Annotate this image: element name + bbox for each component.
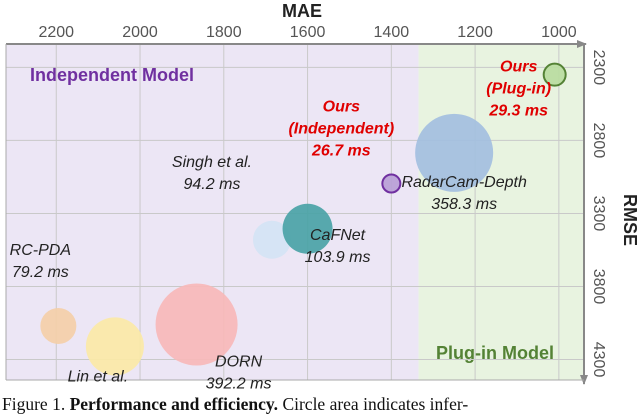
x-tick-label: 1600 bbox=[290, 24, 326, 41]
x-tick-label: 1800 bbox=[206, 24, 242, 41]
label-name: Singh et al. bbox=[172, 154, 252, 171]
label-time: 392.2 ms bbox=[206, 375, 272, 392]
point-ours-plug-in bbox=[542, 62, 567, 87]
y-tick-label: 3300 bbox=[590, 196, 607, 232]
label-name: Lin et al. bbox=[68, 368, 128, 385]
label-lin-et-al: Lin et al. 117.6 ms bbox=[66, 368, 131, 392]
point-dorn bbox=[155, 283, 238, 366]
caption-rest: Circle area indicates infer- bbox=[278, 394, 469, 414]
label-radarcam-depth: RadarCam-Depth 358.3 ms bbox=[401, 174, 526, 213]
label-singh-et-al: Singh et al. 94.2 ms bbox=[172, 154, 252, 193]
x-tick-label: 1400 bbox=[374, 24, 410, 41]
region-label-independent: Independent Model bbox=[30, 65, 194, 85]
label-name: RC-PDA bbox=[10, 242, 71, 259]
figure-caption: Figure 1. Performance and efficiency. Ci… bbox=[2, 394, 640, 415]
label-time: 26.7 ms bbox=[311, 143, 371, 160]
x-tick-label: 2200 bbox=[38, 24, 74, 41]
y-tick-label: 3800 bbox=[590, 269, 607, 305]
label-time: 79.2 ms bbox=[12, 264, 69, 281]
label-cafnet: CaFNet 103.9 ms bbox=[305, 227, 371, 266]
label-name: CaFNet bbox=[310, 227, 366, 244]
label-ours-independent: Ours (Independent) 26.7 ms bbox=[288, 99, 394, 160]
caption-prefix: Figure 1. bbox=[2, 394, 70, 414]
label-time: 117.6 ms bbox=[66, 390, 131, 392]
label-time: 94.2 ms bbox=[184, 176, 241, 193]
point-ours-independent bbox=[381, 173, 402, 194]
label-name: RadarCam-Depth bbox=[401, 174, 526, 191]
point-lin-et-al bbox=[85, 317, 144, 376]
x-tick-label: 1200 bbox=[457, 24, 493, 41]
region-label-plugin: Plug-in Model bbox=[436, 343, 554, 363]
point-rc-pda bbox=[40, 307, 77, 344]
point-cafnet bbox=[282, 203, 333, 254]
label-rc-pda: RC-PDA 79.2 ms bbox=[10, 242, 71, 281]
label-time: 103.9 ms bbox=[305, 249, 371, 266]
label-time: 29.3 ms bbox=[488, 103, 548, 120]
x-axis-title: MAE bbox=[282, 1, 322, 21]
label-name: Ours bbox=[323, 99, 360, 116]
label-name: (Plug-in) bbox=[486, 81, 551, 98]
label-time: 358.3 ms bbox=[431, 196, 497, 213]
caption-bold: Performance and efficiency. bbox=[69, 394, 279, 414]
y-tick-label: 2300 bbox=[590, 50, 607, 86]
x-tick-label: 1000 bbox=[541, 24, 577, 41]
label-name: Ours bbox=[500, 59, 537, 76]
scatter-chart: Independent Model Plug-in Model 2200 2000 1… bbox=[5, 1, 640, 392]
y-axis-title: RMSE bbox=[620, 194, 640, 246]
point-radarcam-depth bbox=[415, 113, 494, 192]
label-name: (Independent) bbox=[288, 121, 394, 138]
label-ours-plug-in: Ours (Plug-in) 29.3 ms bbox=[486, 59, 551, 120]
region-plugin bbox=[418, 44, 584, 380]
x-tick-label: 2000 bbox=[122, 24, 158, 41]
y-tick-label: 4300 bbox=[590, 342, 607, 378]
y-tick-label: 2800 bbox=[590, 123, 607, 159]
label-dorn: DORN 392.2 ms bbox=[206, 353, 272, 392]
point-singh-et-al bbox=[252, 220, 291, 259]
label-name: DORN bbox=[215, 353, 263, 370]
